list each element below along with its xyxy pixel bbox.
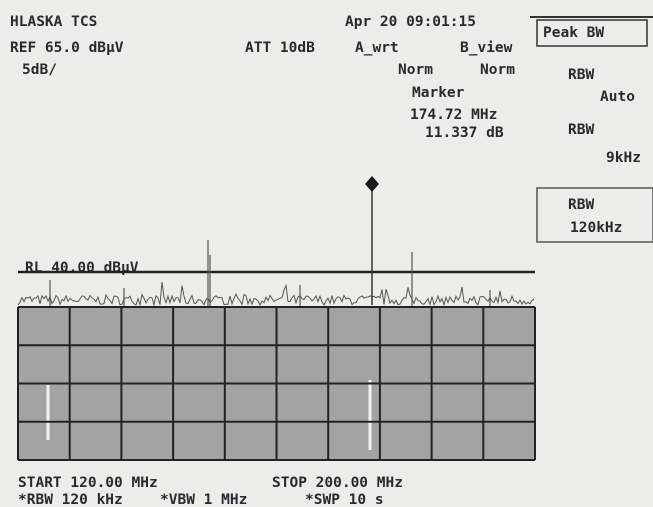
softkey-label: RBW: [568, 67, 594, 83]
reference-level: RL 40.00 dBµV: [25, 260, 139, 276]
softkey-title: Peak BW: [543, 25, 604, 41]
marker-label: Marker: [412, 85, 465, 101]
datetime: Apr 20 09:01:15: [345, 14, 476, 30]
softkey-label: RBW: [568, 197, 594, 213]
scale: 5dB/: [22, 62, 57, 78]
trace-b-mode: Norm: [480, 62, 515, 78]
softkey-value: 120kHz: [570, 220, 622, 236]
marker-diamond: [365, 176, 379, 192]
softkey-box: [536, 187, 653, 243]
softkey[interactable]: RBW 9kHz: [568, 122, 641, 166]
start-frequency: START 120.00 MHz: [18, 475, 158, 491]
instrument-name: HLASKA TCS: [10, 14, 97, 30]
reference: REF 65.0 dBµV: [10, 40, 124, 56]
marker-level: 11.337 dB: [425, 125, 504, 141]
attenuation: ATT 10dB: [245, 40, 315, 56]
noise-trace: [17, 282, 535, 307]
softkey-label: RBW: [568, 122, 594, 138]
stop-frequency: STOP 200.00 MHz: [272, 475, 403, 491]
vbw: *VBW 1 MHz: [160, 492, 247, 507]
softkey[interactable]: RBW 120kHz: [536, 187, 653, 243]
softkey-value: Auto: [600, 89, 635, 105]
trace-b: B_view: [460, 40, 513, 56]
trace-a: A_wrt: [355, 40, 399, 56]
marker-frequency: 174.72 MHz: [410, 107, 497, 123]
sweep: *SWP 10 s: [305, 492, 384, 507]
rbw: *RBW 120 kHz: [18, 492, 123, 507]
softkey-title-box: [536, 19, 648, 47]
softkey-value: 9kHz: [606, 150, 641, 166]
graticule: [17, 306, 536, 461]
softkey[interactable]: RBW Auto: [568, 67, 635, 105]
trace-a-mode: Norm: [398, 62, 433, 78]
